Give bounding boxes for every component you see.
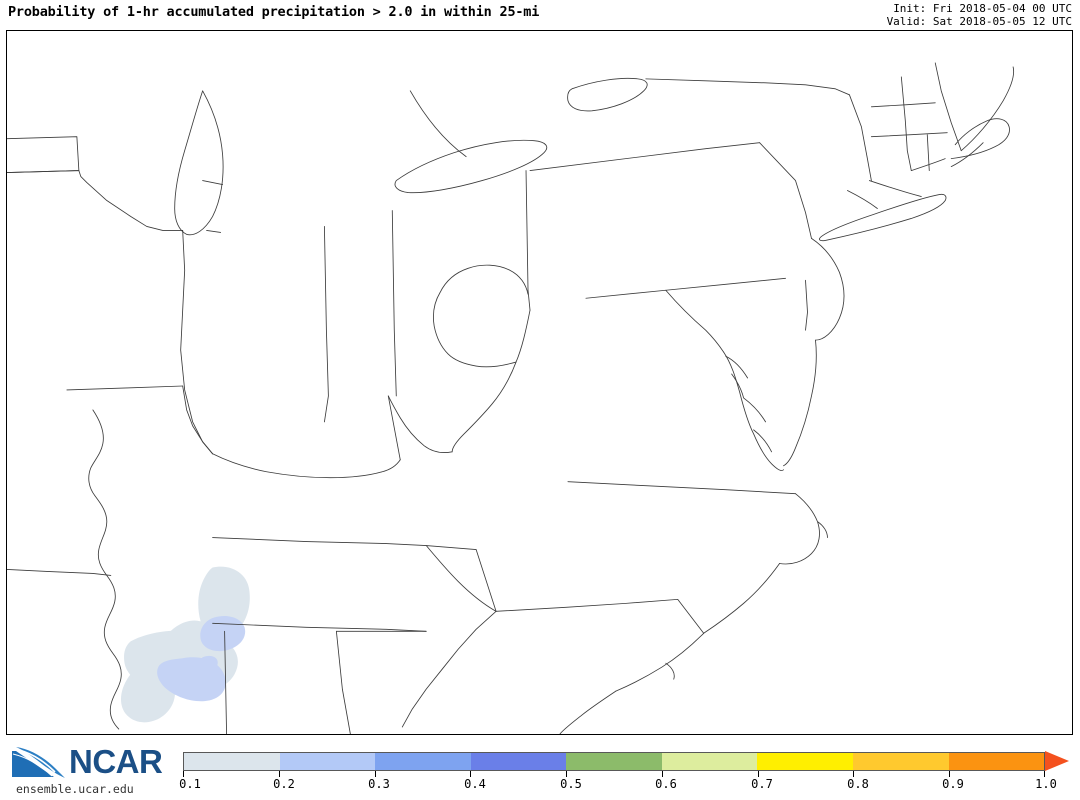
- wv-outline: [433, 264, 529, 368]
- map-panel[interactable]: [6, 30, 1073, 735]
- chesapeake-detail: [725, 355, 772, 453]
- colorbar-ticks: [183, 771, 1045, 778]
- lake-ontario: [567, 77, 648, 112]
- tick-label-7: 0.8: [847, 777, 869, 791]
- colorbar-band-5: [661, 753, 758, 770]
- border-iowa-illinois: [7, 170, 184, 231]
- border-pa-east: [759, 142, 812, 239]
- border-ct-ma: [870, 132, 948, 138]
- tick-label-6: 0.7: [751, 777, 773, 791]
- colorbar-band-1: [279, 753, 376, 770]
- prob-band-0.2-main: [157, 657, 226, 702]
- colorbar-band-0: [184, 753, 280, 770]
- border-vt-nh: [900, 76, 912, 172]
- long-island: [818, 193, 947, 242]
- border-sc-ga: [401, 610, 497, 728]
- border-ms-al: [224, 630, 228, 734]
- tick-label-1: 0.2: [273, 777, 295, 791]
- border-nc-va-piedmont: [475, 549, 497, 612]
- border-mo-ar: [66, 385, 184, 391]
- map-canvas: [7, 62, 1015, 734]
- colorbar-band-7: [852, 753, 949, 770]
- border-tn-ms-al: [212, 622, 427, 632]
- border-pa-md: [585, 277, 786, 299]
- border-mo-ky: [182, 385, 214, 455]
- border-ky-tn: [212, 537, 477, 550]
- ncar-url: ensemble.ucar.edu: [16, 782, 134, 796]
- colorbar-band-6: [757, 753, 853, 770]
- ncar-logo[interactable]: NCAR ensemble.ucar.edu: [6, 743, 176, 796]
- colorbar-band-4: [566, 753, 662, 770]
- lake-michigan-inlet: [202, 180, 224, 233]
- border-ny-vt-nh: [848, 94, 872, 181]
- lake-erie: [394, 139, 548, 194]
- tick-label-9: 1.0: [1035, 777, 1057, 791]
- colorbar-extend-arrow: [1045, 751, 1069, 771]
- lake-huron-edge: [409, 90, 467, 158]
- border-ny-pa: [529, 142, 761, 172]
- init-time: Init: Fri 2018-05-04 00 UTC: [893, 2, 1072, 15]
- border-va-nc: [567, 481, 796, 495]
- potomac: [665, 289, 725, 353]
- border-ar-la: [7, 569, 112, 576]
- tick-label-3: 0.4: [464, 777, 486, 791]
- tick-label-5: 0.6: [655, 777, 677, 791]
- map-boundaries: [7, 62, 1015, 734]
- border-wv-ky: [387, 395, 453, 453]
- border-ky-oh-wv: [387, 395, 401, 461]
- ncar-wordmark: NCAR: [69, 743, 163, 780]
- border-wv-va: [451, 309, 531, 453]
- border-al-ga: [335, 630, 351, 734]
- tick-label-0: 0.1: [179, 777, 201, 791]
- ncar-swoosh-icon: [12, 747, 65, 778]
- border-nc-sc: [495, 598, 705, 634]
- border-ky-indiana: [212, 453, 401, 479]
- coast-nc-south: [703, 563, 780, 634]
- prob-band-0.2-north: [200, 615, 246, 652]
- border-md-de: [805, 279, 808, 331]
- colorbar-tick-labels: 0.1 0.2 0.3 0.4 0.5 0.6 0.7 0.8 0.9 1.0: [0, 777, 1080, 795]
- tick-label-8: 0.9: [942, 777, 964, 791]
- logo-row: NCAR: [10, 743, 163, 780]
- page-title: Probability of 1-hr accumulated precipit…: [8, 4, 540, 20]
- coast-nc-outer-banks: [779, 493, 828, 565]
- probability-shading: [120, 566, 250, 723]
- coast-ga: [559, 690, 617, 734]
- border-ny-canada: [645, 78, 850, 96]
- border-indiana-ohio: [391, 210, 397, 397]
- tick-label-4: 0.5: [560, 777, 582, 791]
- delmarva-east-coast: [783, 339, 817, 467]
- border-il-mo: [180, 230, 214, 455]
- chesapeake-west: [723, 351, 784, 471]
- border-illinois-indiana: [323, 226, 329, 423]
- border-tn-nc: [425, 545, 497, 612]
- coast-sc-ga: [615, 632, 705, 692]
- border-nh-me: [934, 62, 962, 152]
- colorbar-band-8: [948, 753, 1045, 770]
- colorbar-band-2: [375, 753, 471, 770]
- colorbar-bands: [183, 752, 1045, 771]
- coast-connecticut: [846, 180, 922, 209]
- colorbar[interactable]: [183, 751, 1069, 771]
- tick-label-2: 0.3: [368, 777, 390, 791]
- lake-michigan: [174, 90, 224, 236]
- colorbar-band-3: [470, 753, 567, 770]
- border-ma-north: [870, 102, 936, 108]
- forecast-timestamps: Init: Fri 2018-05-04 00 UTC Valid: Sat 20…: [887, 2, 1072, 28]
- coast-cape-cod: [950, 118, 1010, 160]
- coast-nj: [811, 237, 845, 341]
- border-upper-midwest: [7, 136, 80, 174]
- mississippi-river: [88, 409, 122, 730]
- valid-time: Valid: Sat 2018-05-05 12 UTC: [886, 15, 1072, 28]
- border-ohio-pa: [525, 170, 531, 311]
